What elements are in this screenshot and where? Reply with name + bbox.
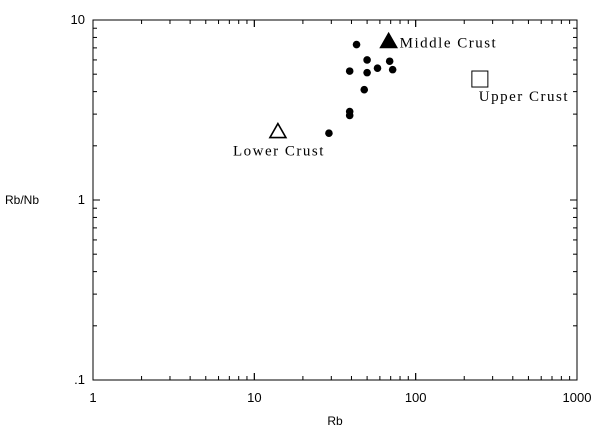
middle-crust-marker <box>379 31 399 49</box>
upper-crust-marker <box>471 70 489 88</box>
x-tick-label: 100 <box>405 390 427 405</box>
plot-frame <box>92 19 578 381</box>
x-tick-label: 10 <box>247 390 261 405</box>
x-axis-ticks <box>92 20 578 380</box>
data-point <box>363 68 371 77</box>
data-point <box>345 67 354 75</box>
lower-crust-marker <box>268 121 288 139</box>
lower-crust-label: Lower Crust <box>233 144 325 160</box>
upper-crust-label: Upper Crust <box>479 89 569 105</box>
y-axis-title: Rb/Nb <box>5 193 39 207</box>
data-point <box>352 40 361 49</box>
data-point <box>388 65 397 74</box>
data-point <box>385 57 394 66</box>
x-axis-title: Rb <box>327 414 343 428</box>
data-point <box>360 85 369 94</box>
data-point <box>345 107 354 116</box>
middle-crust-label: Middle Crust <box>400 35 498 51</box>
x-tick-label: 1 <box>89 390 96 405</box>
y-tick-label: 1 <box>78 192 85 207</box>
data-points <box>325 40 397 138</box>
data-point <box>363 56 371 64</box>
reference-points: Lower Crust Middle Crust Upper Crust <box>233 31 569 160</box>
x-tick-label: 1000 <box>563 390 591 405</box>
data-point <box>373 64 382 72</box>
data-point <box>325 129 333 138</box>
y-axis-ticks <box>93 19 577 381</box>
y-axis-tick-labels: .1 1 10 <box>71 12 85 387</box>
y-tick-label: 10 <box>71 12 85 27</box>
x-axis-tick-labels: 1 10 100 1000 <box>89 390 591 405</box>
y-tick-label: .1 <box>74 372 85 387</box>
